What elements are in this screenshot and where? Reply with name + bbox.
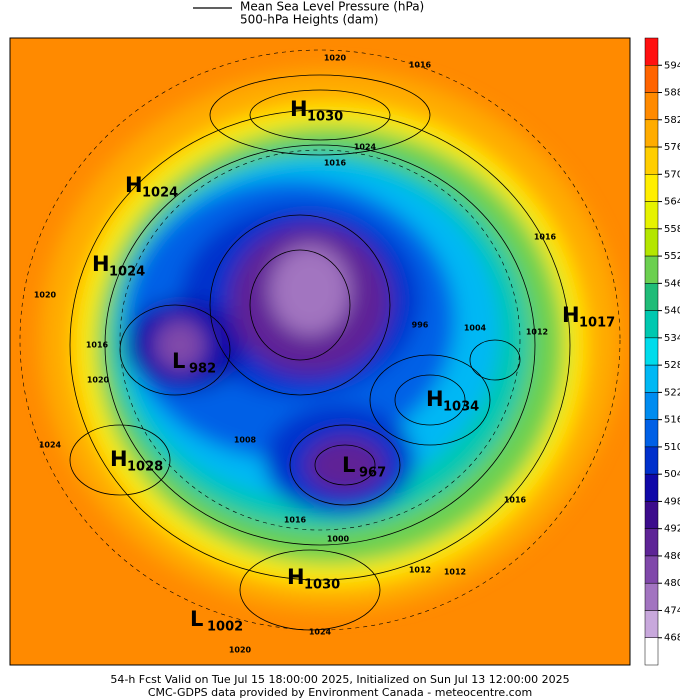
contour-label: 996	[412, 321, 429, 330]
colorbar-cell	[644, 392, 659, 420]
colorbar-cell	[644, 501, 659, 529]
colorbar-label: 540	[664, 306, 680, 317]
contour-label: 1020	[34, 291, 57, 300]
colorbar-label: 522	[664, 387, 680, 398]
colorbar-cell	[644, 582, 659, 611]
colorbar-cell	[644, 419, 659, 448]
center-letter: H	[110, 447, 128, 471]
colorbar-cell	[644, 446, 659, 475]
colorbar-cell	[644, 473, 659, 502]
contour-label: 1020	[229, 646, 252, 655]
contour-label: 1024	[39, 441, 62, 450]
legend-item: Mean Sea Level Pressure (hPa)	[240, 0, 424, 14]
footer-line: CMC-GDPS data provided by Environment Ca…	[148, 686, 532, 699]
colorbar-cell	[644, 65, 659, 93]
center-letter: H	[290, 97, 308, 121]
colorbar-label: 528	[664, 360, 680, 371]
colorbar-label: 504	[664, 469, 680, 480]
contour-label: 1016	[504, 496, 527, 505]
colorbar-cell	[644, 201, 659, 230]
colorbar-cell	[644, 174, 659, 202]
contour-label: 1016	[284, 516, 307, 525]
center-value: 1024	[142, 186, 178, 201]
colorbar-cell	[644, 283, 659, 311]
center-letter: H	[562, 303, 580, 327]
center-letter: H	[426, 387, 444, 411]
colorbar-cell	[644, 310, 659, 339]
colorbar-label: 594	[664, 60, 680, 71]
center-letter: H	[92, 252, 110, 276]
contour-label: 1012	[526, 328, 548, 337]
contour-label: 1016	[86, 341, 109, 350]
colorbar-cell	[644, 119, 659, 148]
colorbar-cell	[644, 528, 659, 557]
center-value: 1034	[443, 400, 479, 415]
center-value: 1030	[307, 110, 343, 125]
colorbar-label: 516	[664, 415, 680, 426]
colorbar-cell	[644, 364, 659, 393]
colorbar-cell	[644, 255, 659, 284]
colorbar-label: 480	[664, 578, 680, 589]
colorbar-cell	[644, 337, 659, 366]
colorbar-label: 486	[664, 551, 680, 562]
map-frame	[9, 37, 631, 666]
colorbar-label: 552	[664, 251, 680, 262]
center-value: 1002	[207, 620, 243, 635]
colorbar-cell	[644, 555, 659, 584]
legend-item: 500-hPa Heights (dam)	[240, 13, 378, 27]
colorbar-label: 510	[664, 442, 680, 453]
colorbar-label: 570	[664, 169, 680, 180]
contour-label: 1016	[409, 61, 432, 70]
contour-label: 1012	[444, 568, 466, 577]
center-letter: L	[342, 453, 355, 477]
contour-label: 1024	[354, 143, 377, 152]
contour-label: 1008	[234, 436, 257, 445]
colorbar-cell	[644, 228, 659, 257]
footer-line: 54-h Fcst Valid on Tue Jul 15 18:00:00 2…	[110, 673, 569, 686]
colorbar-label: 468	[664, 633, 680, 644]
center-value: 1028	[127, 460, 163, 475]
center-value: 1024	[109, 265, 145, 280]
colorbar-label: 576	[664, 142, 680, 153]
colorbar-label: 498	[664, 496, 680, 507]
colorbar-cell	[644, 610, 659, 638]
contour-label: 1004	[464, 324, 487, 333]
colorbar: 594 588 582 576 570 564 558 552 546 540 534 528 522 5…	[644, 37, 680, 666]
contour-labels: 1020 1016 1024 1016 1016 1020 1016 1020 1024 1016…	[34, 54, 557, 655]
colorbar-cell	[644, 92, 659, 121]
center-letter: H	[125, 173, 143, 197]
contour-label: 1012	[409, 566, 431, 575]
colorbar-label: 558	[664, 224, 680, 235]
center-letter: L	[172, 349, 185, 373]
contour-label: 1024	[309, 628, 332, 637]
center-value: 1030	[304, 578, 340, 593]
colorbar-label: 546	[664, 278, 680, 289]
colorbar-label: 588	[664, 88, 680, 99]
contour-label: 1020	[87, 376, 110, 385]
center-value: 967	[359, 466, 386, 481]
colorbar-cell	[644, 37, 659, 66]
colorbar-label: 564	[664, 197, 680, 208]
contour-label: 1016	[534, 233, 557, 242]
colorbar-label: 492	[664, 524, 680, 535]
center-value: 1017	[579, 316, 615, 331]
center-letter: L	[190, 607, 203, 631]
colorbar-label: 582	[664, 115, 680, 126]
colorbar-label: 534	[664, 333, 680, 344]
center-value: 982	[189, 362, 216, 377]
colorbar-label: 474	[664, 605, 680, 616]
contour-label: 1020	[324, 54, 347, 63]
colorbar-cell	[644, 146, 659, 175]
contour-label: 1000	[327, 535, 350, 544]
colorbar-cell	[644, 637, 659, 666]
center-letter: H	[287, 565, 305, 589]
contour-label: 1016	[324, 159, 347, 168]
